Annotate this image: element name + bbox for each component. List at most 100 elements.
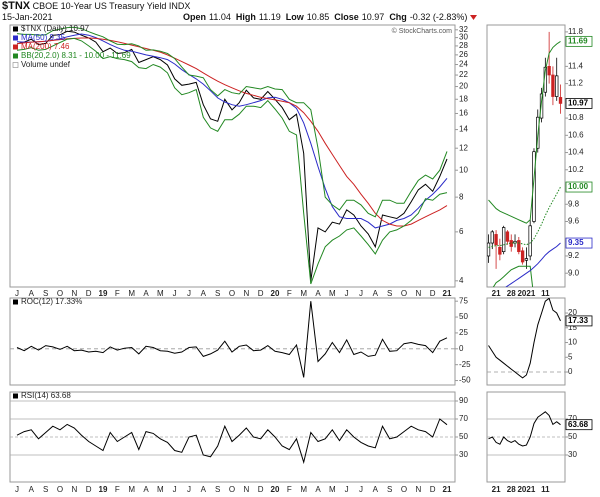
- y-tick-label: 20: [568, 308, 577, 317]
- candle-body: [551, 74, 555, 97]
- series-line: [505, 242, 561, 287]
- x-tick-label: J: [359, 289, 363, 298]
- x-tick-label: O: [401, 289, 407, 298]
- x-tick-label: J: [173, 485, 177, 494]
- x-tick-label: N: [415, 289, 421, 298]
- symbol: $TNX: [2, 0, 31, 12]
- candle-body: [494, 234, 498, 246]
- y-tick-label: 5: [568, 352, 573, 361]
- x-tick-label: M: [157, 485, 164, 494]
- legend-marker: [13, 299, 18, 305]
- x-tick-label: N: [71, 289, 77, 298]
- x-tick-label: S: [43, 485, 48, 494]
- quote-label: Close: [334, 12, 359, 22]
- x-tick-label: O: [57, 485, 63, 494]
- candle-body: [498, 247, 502, 255]
- quote-value: -0.32 (-2.83%): [409, 12, 468, 22]
- last-value-box: [565, 181, 593, 193]
- y-tick-label: 30: [568, 450, 577, 459]
- last-value-label: 11.69: [568, 36, 588, 45]
- series-line: [16, 30, 448, 281]
- legend-marker: [13, 26, 18, 32]
- plot-area: [487, 31, 563, 287]
- y-tick-label: 11.2: [568, 79, 584, 88]
- x-tick-label: D: [430, 485, 436, 494]
- x-tick-label: 19: [99, 289, 108, 298]
- candle-body: [555, 75, 559, 97]
- last-value-label: 10.00: [568, 182, 589, 191]
- x-tick-label: D: [86, 485, 92, 494]
- quote-value: 10.97: [361, 12, 385, 22]
- x-tick-label: 21: [492, 289, 501, 298]
- down-arrow-shape: [470, 15, 478, 21]
- x-tick-label: N: [71, 485, 77, 494]
- legend-label: Volume undef: [21, 60, 71, 69]
- candle-body: [490, 231, 494, 244]
- y-tick-label: 50: [568, 432, 577, 441]
- x-tick-label: J: [173, 289, 177, 298]
- x-tick-label: S: [215, 289, 220, 298]
- y-tick-label: 24: [459, 60, 468, 69]
- x-tick-label: J: [15, 289, 19, 298]
- last-value-box: [565, 237, 593, 249]
- x-tick-label: F: [287, 289, 292, 298]
- x-tick-label: F: [115, 289, 120, 298]
- series-line: [16, 37, 448, 285]
- legend-label: ROC(12) 17.33%: [21, 297, 82, 306]
- y-tick-label: 70: [459, 414, 468, 423]
- last-value-label: 10.97: [568, 99, 589, 108]
- candle-body: [528, 225, 532, 257]
- series-line: [488, 186, 561, 248]
- y-tick-label: 11.8: [568, 27, 584, 36]
- x-tick-label: S: [387, 485, 392, 494]
- y-tick-label: 22: [459, 70, 468, 79]
- last-value-label: 9.35: [568, 238, 584, 247]
- y-tick-label: 9.2: [568, 251, 580, 260]
- y-tick-label: 9.0: [568, 268, 580, 277]
- plot-area: [10, 400, 455, 465]
- series-line: [488, 298, 561, 379]
- series-line: [492, 265, 534, 287]
- last-value-label: 63.68: [568, 420, 589, 429]
- x-tick-label: 28: [507, 485, 516, 494]
- x-tick-label: F: [287, 485, 292, 494]
- x-tick-label: 2021: [517, 485, 535, 494]
- last-value-box: [565, 419, 593, 431]
- series-line: [488, 411, 561, 447]
- y-tick-label: 90: [459, 396, 468, 405]
- panel-frame: [486, 24, 566, 288]
- candle-body: [487, 242, 491, 257]
- last-value-box: [565, 315, 593, 327]
- x-tick-label: O: [57, 289, 63, 298]
- x-tick-label: 21: [443, 485, 452, 494]
- candle-body: [520, 250, 525, 263]
- x-tick-label: O: [401, 485, 407, 494]
- y-tick-label: 10: [568, 338, 577, 347]
- x-tick-label: A: [143, 485, 149, 494]
- y-tick-label: 12: [459, 143, 468, 152]
- series-line: [16, 33, 448, 229]
- legend-label: $TNX (Daily) 10.97: [21, 24, 90, 33]
- quote-value: 11.04: [209, 12, 231, 22]
- x-tick-label: M: [300, 485, 307, 494]
- legend-label: RSI(14) 63.68: [21, 391, 71, 400]
- quote-label: Open: [183, 12, 207, 22]
- x-tick-label: N: [243, 485, 249, 494]
- y-tick-label: 10: [459, 165, 468, 174]
- legend-marker: [13, 53, 18, 59]
- y-tick-label: 50: [459, 432, 468, 441]
- last-value-box: [565, 35, 593, 47]
- header: $TNX CBOE 10-Year US Treasury Yield INDX…: [0, 0, 600, 24]
- legend-label: BB(20,2.0) 8.31 - 10.00 - 11.69: [21, 51, 131, 60]
- watermark: © StockCharts.com: [392, 27, 453, 35]
- x-tick-label: F: [115, 485, 120, 494]
- x-tick-label: J: [345, 485, 349, 494]
- y-tick-label: 50: [459, 312, 468, 321]
- x-tick-label: J: [359, 485, 363, 494]
- last-value-label: 17.33: [568, 316, 589, 325]
- candle-body: [558, 97, 563, 104]
- y-tick-label: 11.4: [568, 61, 584, 70]
- panel-frame: [486, 297, 566, 386]
- y-tick-label: 8: [459, 192, 464, 201]
